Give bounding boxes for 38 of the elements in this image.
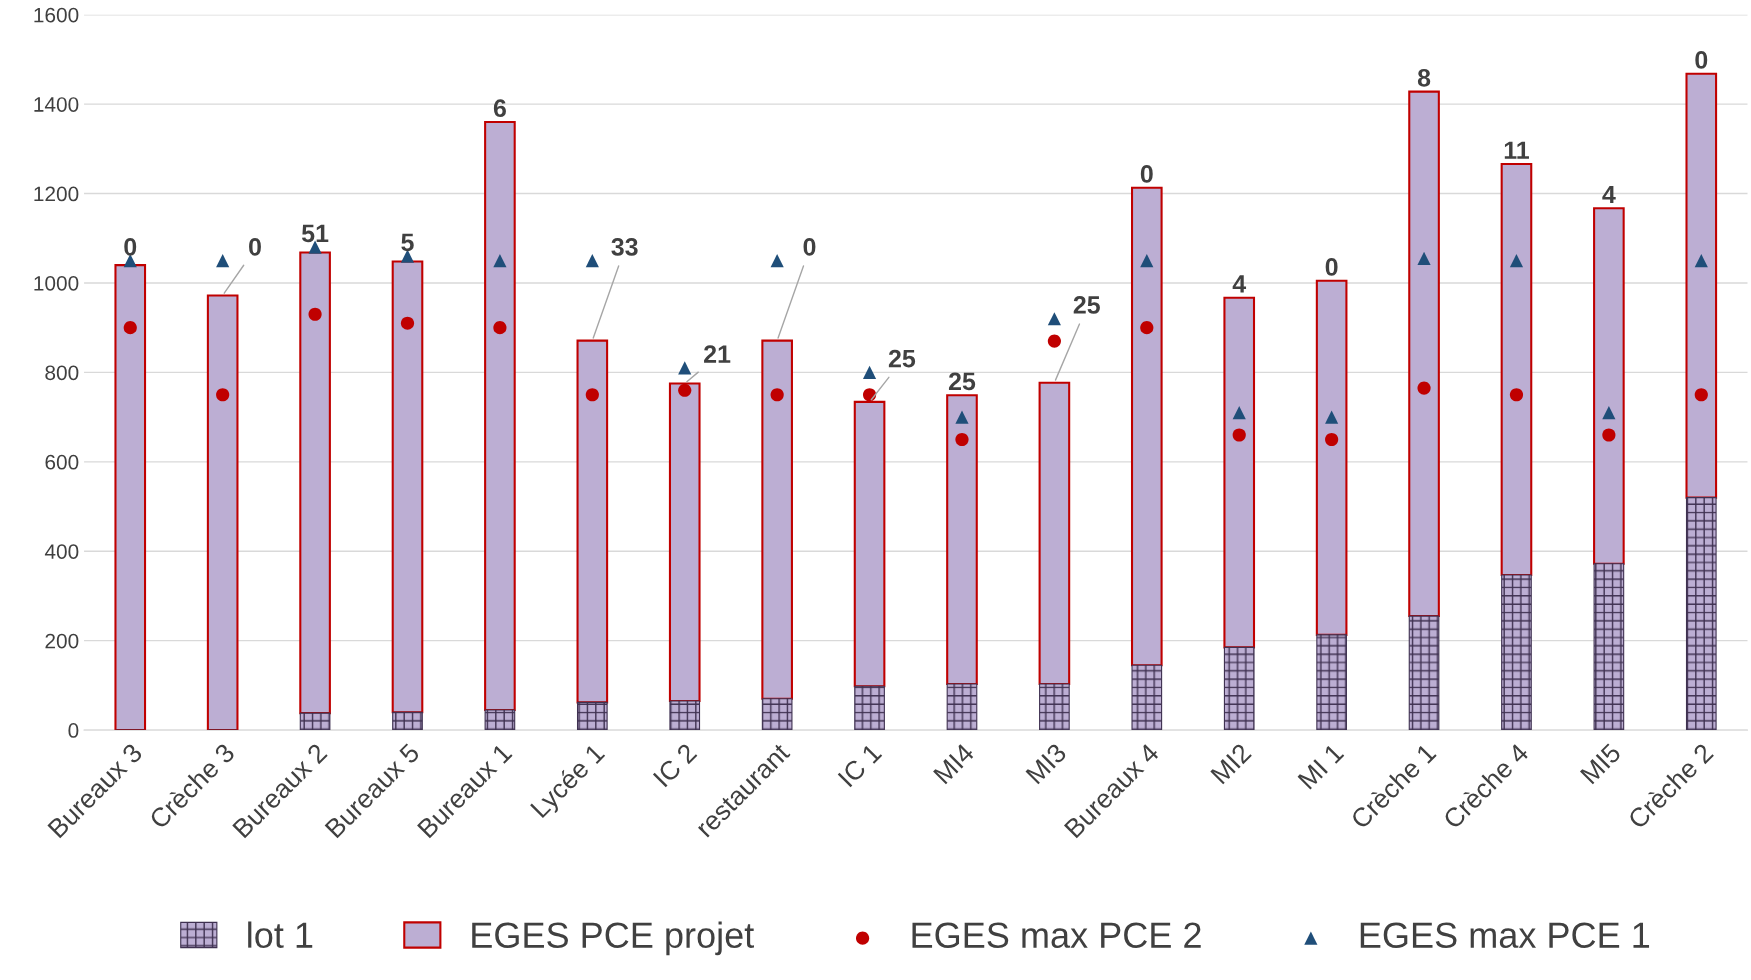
annotation: 0 — [249, 237, 261, 256]
legend-label: EGES PCE projet — [472, 921, 754, 956]
annotation: 5 — [401, 233, 414, 252]
annotation: 11 — [1504, 141, 1529, 159]
y-tick-label: 1000 — [34, 275, 79, 291]
annotation: 0 — [1325, 258, 1338, 276]
annotation: 6 — [493, 99, 506, 118]
x-tick-label: IC 1 — [837, 742, 883, 788]
y-tick-label: 600 — [45, 454, 79, 470]
annotation: 33 — [611, 237, 638, 256]
annotation: 21 — [704, 345, 731, 363]
annotation: 4 — [1602, 185, 1616, 204]
annotation: 25 — [948, 372, 976, 391]
y-tick-label: 1200 — [34, 186, 79, 202]
x-tick-label: MI2 — [1210, 742, 1252, 785]
y-tick-label: 0 — [68, 723, 79, 738]
legend-label: EGES max PCE 2 — [912, 922, 1201, 949]
annotation: 0 — [1140, 165, 1153, 183]
x-tick-label: MI 1 — [1297, 742, 1345, 790]
y-tick-label: 800 — [45, 365, 79, 381]
annotation: 51 — [301, 224, 329, 243]
x-tick-label: MI5 — [1579, 742, 1622, 785]
annotation: 0 — [124, 237, 137, 256]
annotation: 25 — [1073, 296, 1100, 314]
x-tick-label: MI4 — [933, 742, 975, 785]
y-tick-label: 400 — [44, 544, 79, 559]
legend-label: EGES max PCE 1 — [1360, 922, 1650, 949]
annotation: 0 — [803, 237, 816, 256]
annotation: 4 — [1232, 275, 1247, 293]
y-tick-label: 200 — [45, 633, 79, 649]
y-tick-label: 1600 — [34, 7, 79, 23]
annotation: 0 — [1695, 51, 1708, 69]
legend-label: lot 1 — [248, 921, 313, 949]
x-tick-label: IC 2 — [652, 742, 698, 788]
annotation: 25 — [888, 349, 916, 368]
annotation: 8 — [1417, 68, 1431, 87]
y-tick-label: 1400 — [34, 97, 79, 112]
x-tick-label: MI3 — [1025, 742, 1068, 785]
